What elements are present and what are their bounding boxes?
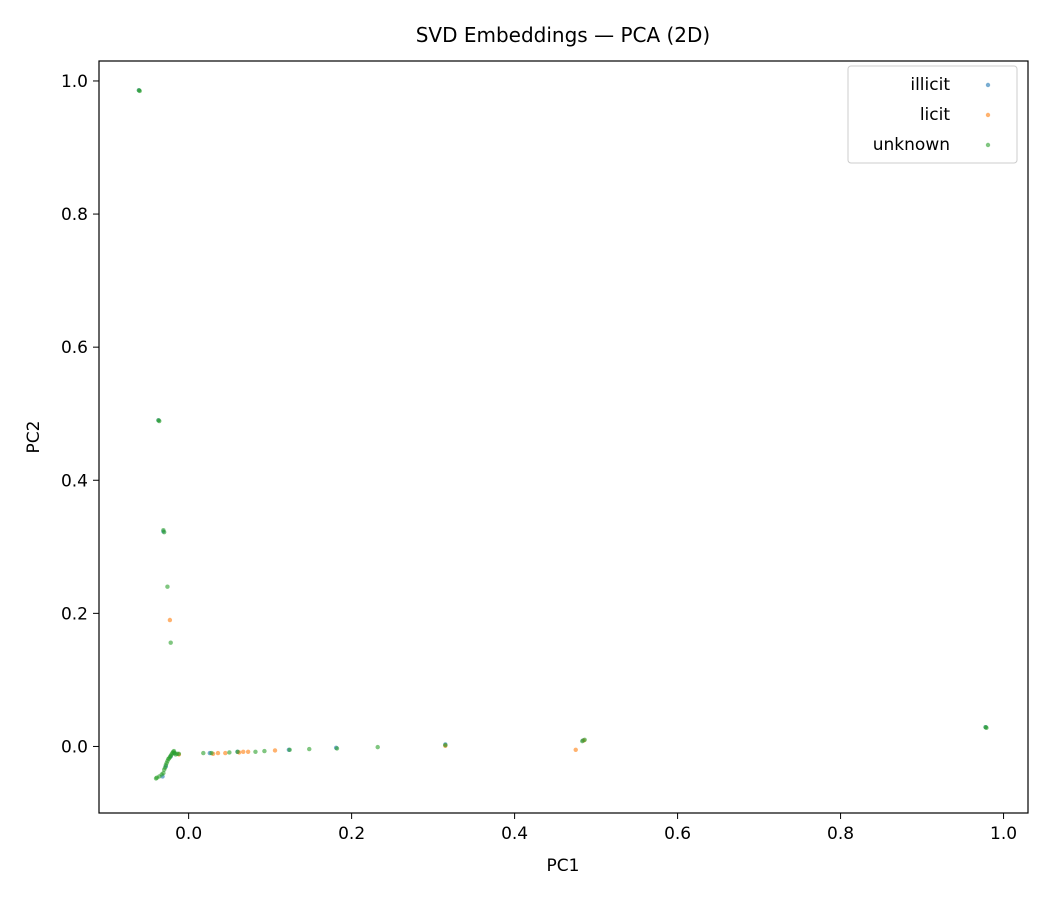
legend-marker-licit [985, 112, 991, 118]
legend-label-unknown: unknown [873, 135, 950, 155]
data-point-unknown [287, 747, 292, 752]
data-point-licit [245, 749, 251, 754]
x-axis-ticks: 0.0 0.2 0.4 0.6 0.8 1.0 [175, 813, 1017, 844]
x-tick-label: 0.0 [175, 824, 202, 844]
x-tick-label: 1.0 [990, 824, 1017, 844]
data-point-licit [241, 749, 246, 754]
data-point-unknown [168, 640, 173, 645]
data-point-licit [573, 747, 578, 752]
x-tick-label: 0.2 [338, 824, 365, 844]
x-tick-label: 0.6 [664, 824, 691, 844]
legend-label-licit: licit [920, 105, 951, 125]
data-point-licit [223, 750, 228, 756]
data-point-unknown [984, 725, 989, 731]
y-tick-label: 0.0 [61, 737, 88, 757]
data-point-unknown [161, 529, 167, 535]
data-point-unknown [227, 750, 232, 755]
chart-title: SVD Embeddings — PCA (2D) [416, 23, 711, 47]
data-point-licit [215, 750, 221, 756]
data-point-unknown [375, 744, 380, 750]
legend-box [847, 65, 1018, 164]
data-point-licit [272, 748, 278, 753]
axes-frame [98, 60, 1029, 814]
y-axis-ticks: 0.0 0.2 0.4 0.6 0.8 1.0 [61, 72, 99, 757]
data-point-unknown [161, 770, 166, 776]
data-point-unknown [582, 737, 587, 742]
y-tick-label: 0.2 [61, 604, 88, 624]
data-point-unknown [176, 751, 182, 756]
data-point-unknown [235, 749, 240, 754]
y-tick-label: 0.8 [61, 205, 88, 225]
x-tick-label: 0.8 [827, 824, 854, 844]
data-point-unknown [209, 750, 214, 756]
legend-label-illicit: illicit [910, 75, 950, 95]
data-point-unknown [334, 746, 340, 751]
data-point-unknown [137, 88, 142, 94]
y-axis-label: PC2 [24, 421, 44, 454]
x-axis-label: PC1 [547, 856, 580, 876]
x-tick-label: 0.4 [501, 824, 528, 844]
legend-marker-unknown [985, 142, 991, 148]
data-point-unknown [253, 749, 258, 754]
data-point-unknown [262, 748, 267, 754]
data-point-unknown [443, 742, 448, 748]
series-unknown [136, 88, 989, 781]
y-tick-label: 1.0 [61, 72, 88, 92]
legend-marker-illicit [985, 82, 991, 88]
plot-area [136, 88, 989, 781]
legend: illicit licit unknown [847, 65, 1018, 164]
y-tick-label: 0.6 [61, 338, 88, 358]
data-point-unknown [157, 418, 162, 424]
data-point-unknown [165, 584, 170, 589]
data-point-licit [167, 617, 173, 623]
data-point-unknown [307, 746, 312, 752]
y-tick-label: 0.4 [61, 471, 88, 491]
data-point-unknown [201, 750, 206, 756]
